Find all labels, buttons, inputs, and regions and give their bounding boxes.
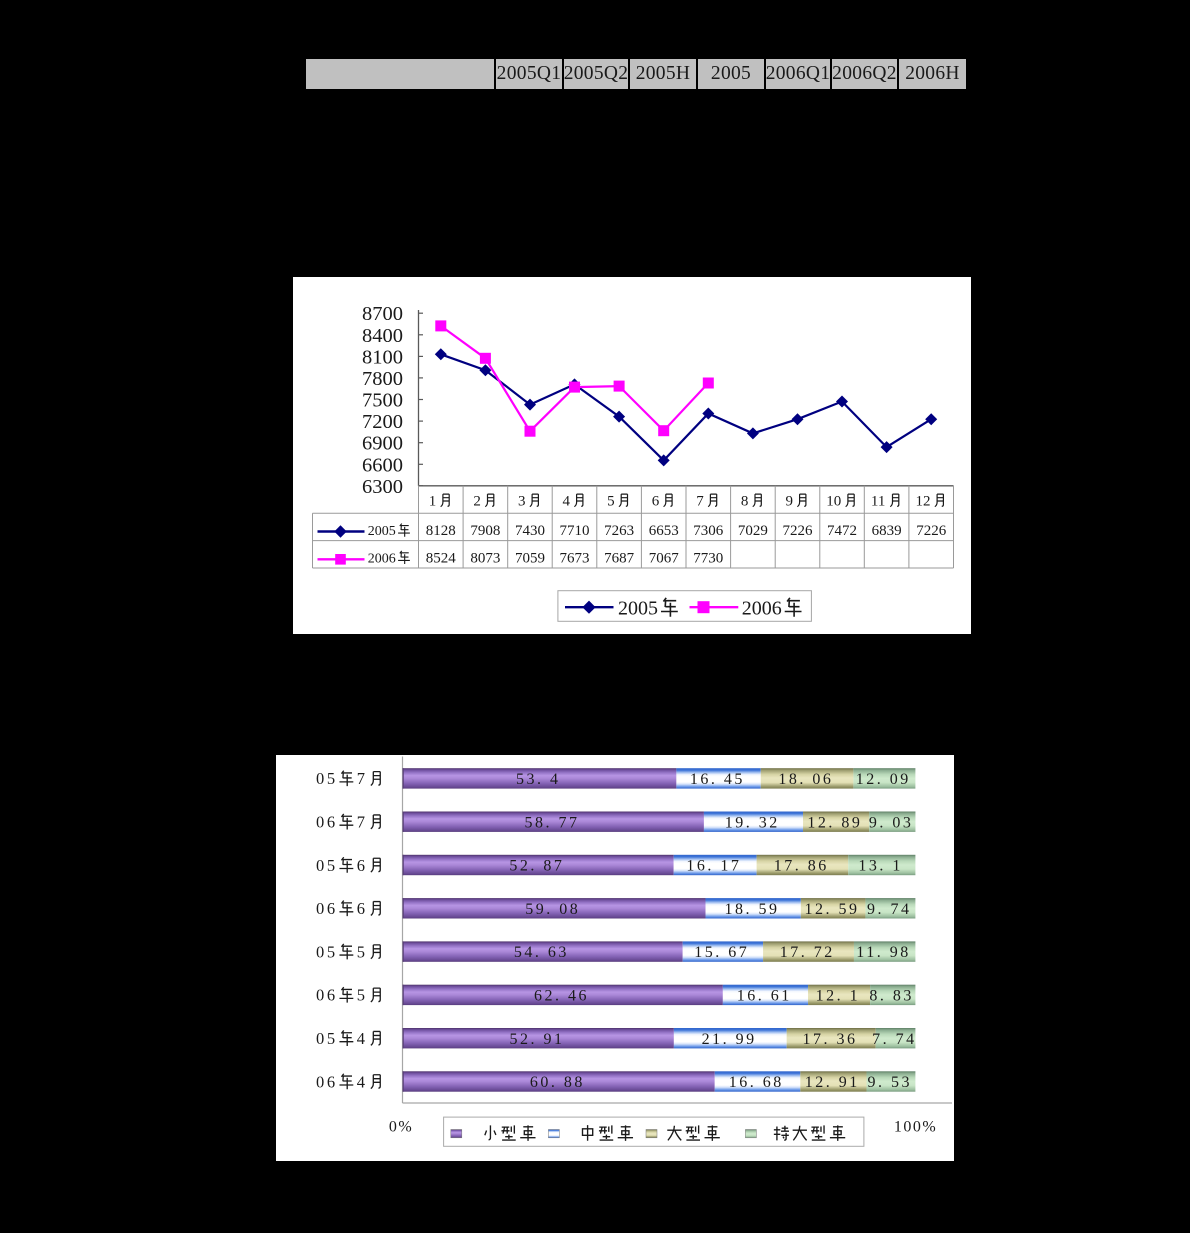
svg-text:18. 06: 18. 06 [778, 771, 833, 788]
svg-text:7263: 7263 [604, 523, 634, 539]
svg-text:4: 4 [357, 1072, 365, 1091]
svg-text:7029: 7029 [738, 523, 768, 539]
svg-text:8524: 8524 [426, 550, 457, 566]
svg-text:7200: 7200 [362, 411, 403, 433]
svg-text:6: 6 [357, 899, 365, 918]
svg-text:05: 05 [316, 1029, 338, 1048]
svg-text:8100: 8100 [362, 346, 403, 368]
svg-text:05: 05 [316, 856, 338, 875]
svg-text:8128: 8128 [426, 523, 456, 539]
svg-text:7472: 7472 [827, 523, 857, 539]
svg-text:16. 61: 16. 61 [737, 988, 792, 1005]
svg-text:17. 72: 17. 72 [780, 944, 835, 961]
svg-text:9. 74: 9. 74 [867, 901, 912, 918]
svg-text:52. 87: 52. 87 [509, 858, 564, 875]
svg-text:60. 88: 60. 88 [530, 1074, 585, 1091]
svg-text:2: 2 [473, 494, 481, 510]
svg-text:8400: 8400 [362, 325, 403, 347]
svg-text:12. 91: 12. 91 [805, 1074, 860, 1091]
svg-text:06: 06 [316, 813, 338, 832]
svg-text:7306: 7306 [693, 523, 724, 539]
svg-text:19. 32: 19. 32 [725, 814, 780, 831]
svg-text:12. 1: 12. 1 [816, 988, 861, 1005]
svg-text:7500: 7500 [362, 390, 403, 412]
svg-text:7800: 7800 [362, 368, 403, 390]
svg-text:6839: 6839 [872, 523, 902, 539]
svg-text:7710: 7710 [560, 523, 590, 539]
svg-text:7226: 7226 [783, 523, 814, 539]
svg-text:6300: 6300 [362, 476, 403, 498]
svg-text:7730: 7730 [693, 550, 723, 566]
svg-text:6600: 6600 [362, 454, 403, 476]
svg-text:17. 36: 17. 36 [803, 1031, 858, 1048]
svg-text:1: 1 [429, 494, 437, 510]
svg-text:05: 05 [316, 769, 338, 788]
svg-text:5: 5 [357, 942, 365, 961]
svg-text:4: 4 [563, 494, 571, 510]
svg-text:2005: 2005 [618, 597, 658, 619]
svg-text:7908: 7908 [470, 523, 500, 539]
svg-text:06: 06 [316, 899, 338, 918]
svg-text:2006: 2006 [368, 551, 396, 566]
svg-text:6653: 6653 [649, 523, 679, 539]
svg-text:12. 09: 12. 09 [856, 771, 911, 788]
svg-text:7673: 7673 [560, 550, 590, 566]
svg-text:58. 77: 58. 77 [525, 814, 580, 831]
svg-text:6: 6 [357, 856, 365, 875]
svg-text:12. 59: 12. 59 [805, 901, 860, 918]
svg-text:9. 03: 9. 03 [869, 814, 914, 831]
svg-text:4: 4 [357, 1029, 365, 1048]
svg-text:10: 10 [826, 494, 841, 510]
svg-text:7: 7 [696, 494, 704, 510]
svg-text:8073: 8073 [470, 550, 500, 566]
svg-text:9. 53: 9. 53 [868, 1074, 913, 1091]
svg-text:100%: 100% [894, 1119, 937, 1136]
svg-text:2005: 2005 [368, 524, 396, 539]
svg-text:13. 1: 13. 1 [858, 858, 903, 875]
svg-text:54. 63: 54. 63 [514, 944, 569, 961]
svg-text:3: 3 [518, 494, 526, 510]
svg-text:59. 08: 59. 08 [525, 901, 580, 918]
svg-text:16. 17: 16. 17 [686, 858, 741, 875]
svg-text:21. 99: 21. 99 [702, 1031, 757, 1048]
svg-text:8. 83: 8. 83 [869, 988, 914, 1005]
svg-text:7067: 7067 [649, 550, 680, 566]
svg-text:05: 05 [316, 942, 338, 961]
svg-text:7687: 7687 [604, 550, 635, 566]
svg-text:0%: 0% [389, 1119, 413, 1136]
svg-text:9: 9 [786, 494, 794, 510]
svg-text:16. 45: 16. 45 [690, 771, 745, 788]
svg-text:06: 06 [316, 986, 338, 1005]
svg-text:6900: 6900 [362, 433, 403, 455]
svg-text:06: 06 [316, 1072, 338, 1091]
svg-text:16. 68: 16. 68 [729, 1074, 784, 1091]
svg-text:52. 91: 52. 91 [510, 1031, 565, 1048]
svg-text:6: 6 [652, 494, 660, 510]
svg-text:7430: 7430 [515, 523, 545, 539]
svg-text:5: 5 [607, 494, 615, 510]
svg-text:7: 7 [357, 769, 365, 788]
svg-text:11: 11 [871, 494, 885, 510]
svg-text:8: 8 [741, 494, 749, 510]
svg-text:18. 59: 18. 59 [725, 901, 780, 918]
svg-text:7. 74: 7. 74 [872, 1031, 917, 1048]
svg-text:7059: 7059 [515, 550, 545, 566]
svg-text:17. 86: 17. 86 [774, 858, 829, 875]
svg-text:2006: 2006 [742, 597, 782, 619]
svg-text:12: 12 [916, 494, 931, 510]
svg-text:5: 5 [357, 986, 365, 1005]
svg-text:8700: 8700 [362, 303, 403, 325]
svg-text:62. 46: 62. 46 [534, 988, 589, 1005]
svg-text:7226: 7226 [916, 523, 947, 539]
svg-text:53. 4: 53. 4 [516, 771, 561, 788]
svg-text:11. 98: 11. 98 [856, 944, 910, 961]
svg-text:15. 67: 15. 67 [694, 944, 749, 961]
svg-text:12. 89: 12. 89 [807, 814, 862, 831]
svg-text:7: 7 [357, 813, 365, 832]
